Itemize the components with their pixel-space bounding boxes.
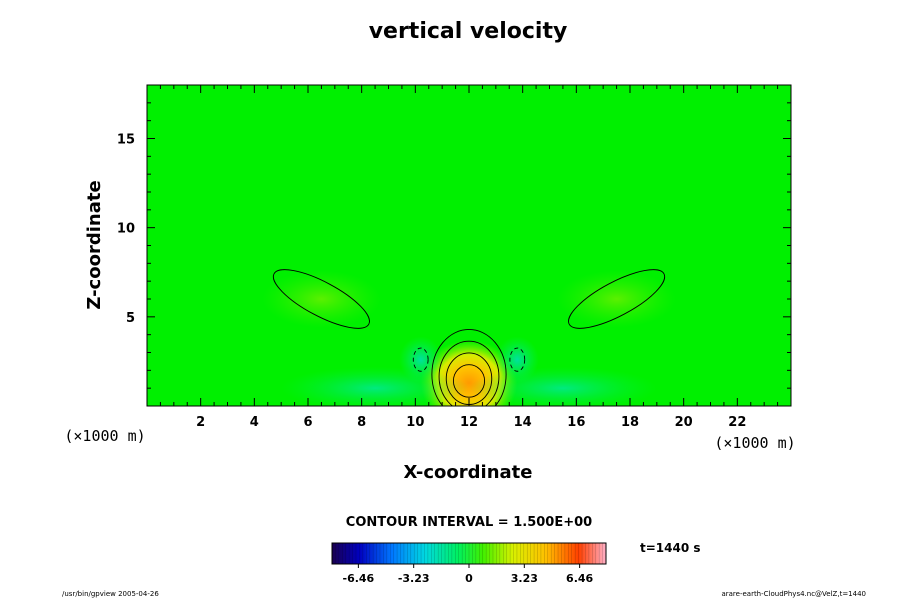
contour-downdraft-right <box>509 347 526 372</box>
colorbar-stripes <box>335 543 603 564</box>
y-tick-label: 15 <box>117 133 135 148</box>
x-unit-label: (×1000 m) <box>714 434 795 452</box>
shading-weak-updraft-right <box>557 270 676 328</box>
contour-updraft-core <box>438 340 500 406</box>
axis-ticks <box>146 84 792 407</box>
footer-left-label: /usr/bin/gpview 2005-04-26 <box>62 590 159 598</box>
contour-updraft-core <box>452 364 486 398</box>
x-tick-label: 22 <box>728 415 746 430</box>
x-tick-label: 10 <box>406 415 424 430</box>
colorbar: -6.46 -3.23 0 3.23 6.46 <box>331 542 607 585</box>
contour-lines <box>272 269 666 406</box>
shading-weak-updraft-left <box>262 270 381 328</box>
x-tick-label: 4 <box>250 415 259 430</box>
contour-updraft-core <box>431 329 507 406</box>
y-axis-label: Z-coordinate <box>84 180 105 309</box>
contour-weak-updraft-left <box>272 269 370 329</box>
x-tick-label: 12 <box>460 415 478 430</box>
x-tick-label: 6 <box>303 415 312 430</box>
x-tick-label: 14 <box>514 415 532 430</box>
x-tick-labels: 2 4 6 8 10 12 14 16 18 20 22 <box>196 415 746 430</box>
y-tick-labels: 5 10 15 <box>117 133 135 326</box>
y-tick-label: 5 <box>126 311 135 326</box>
x-tick-label: 16 <box>567 415 585 430</box>
colorbar-tick-labels: -6.46 -3.23 0 3.23 6.46 <box>343 564 594 585</box>
y-tick-label: 10 <box>117 222 135 237</box>
colorbar-tick-label: -3.23 <box>398 572 430 585</box>
footer-right-label: arare-earth-CloudPhys4.nc@VelZ,t=1440 <box>721 590 866 598</box>
field-shading <box>262 270 676 406</box>
x-tick-label: 8 <box>357 415 366 430</box>
time-label: t=1440 s <box>640 541 701 555</box>
contour-downdraft-left <box>412 347 429 372</box>
y-unit-label: (×1000 m) <box>64 427 145 445</box>
plot-area <box>147 85 791 406</box>
chart-title: vertical velocity <box>369 19 568 44</box>
colorbar-tick-label: 0 <box>465 572 473 585</box>
x-axis-label: X-coordinate <box>404 462 533 483</box>
colorbar-tick-label: 3.23 <box>511 572 538 585</box>
x-tick-label: 20 <box>675 415 693 430</box>
colorbar-fill <box>332 543 606 564</box>
contour-interval-label: CONTOUR INTERVAL = 1.500E+00 <box>346 515 592 530</box>
contour-weak-updraft-right <box>568 269 666 329</box>
shading-low-level-downdraft-band-left <box>281 366 469 406</box>
shading-low-level-downdraft-band-right <box>469 366 657 406</box>
x-tick-label: 18 <box>621 415 639 430</box>
colorbar-tick-label: -6.46 <box>343 572 375 585</box>
x-tick-label: 2 <box>196 415 205 430</box>
colorbar-tick-label: 6.46 <box>566 572 593 585</box>
